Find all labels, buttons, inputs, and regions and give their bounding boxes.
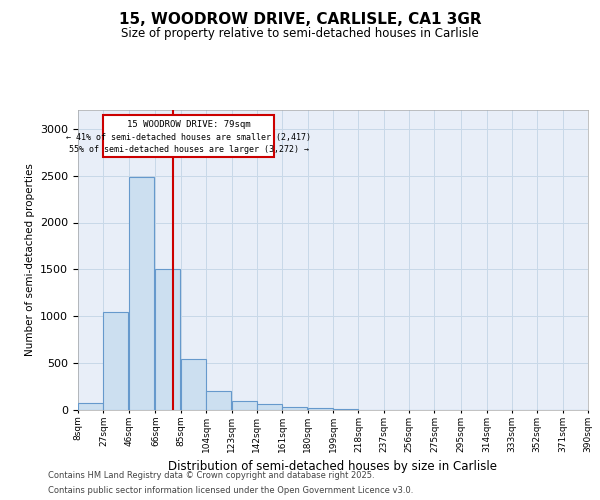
Bar (129, 176, 154, 410)
Text: ← 41% of semi-detached houses are smaller (2,417): ← 41% of semi-detached houses are smalle… (67, 133, 311, 142)
Bar (103, 312, 128, 410)
Text: 15 WOODROW DRIVE: 79sqm: 15 WOODROW DRIVE: 79sqm (127, 120, 251, 130)
FancyBboxPatch shape (103, 114, 274, 157)
Text: Contains public sector information licensed under the Open Government Licence v3: Contains public sector information licen… (48, 486, 413, 495)
X-axis label: Distribution of semi-detached houses by size in Carlisle: Distribution of semi-detached houses by … (169, 460, 497, 473)
Bar (333, 409, 358, 410)
Text: 55% of semi-detached houses are larger (3,272) →: 55% of semi-detached houses are larger (… (69, 144, 309, 154)
Y-axis label: Number of semi-detached properties: Number of semi-detached properties (25, 164, 35, 356)
Bar (155, 270, 181, 410)
Bar (78, 404, 103, 410)
Bar (181, 360, 206, 410)
Text: 15, WOODROW DRIVE, CARLISLE, CA1 3GR: 15, WOODROW DRIVE, CARLISLE, CA1 3GR (119, 12, 481, 28)
Bar (257, 404, 282, 410)
Text: Size of property relative to semi-detached houses in Carlisle: Size of property relative to semi-detach… (121, 28, 479, 40)
Bar (206, 391, 231, 410)
Text: Contains HM Land Registry data © Crown copyright and database right 2025.: Contains HM Land Registry data © Crown c… (48, 471, 374, 480)
Bar (282, 407, 307, 410)
Bar (308, 408, 332, 410)
Bar (232, 400, 257, 410)
